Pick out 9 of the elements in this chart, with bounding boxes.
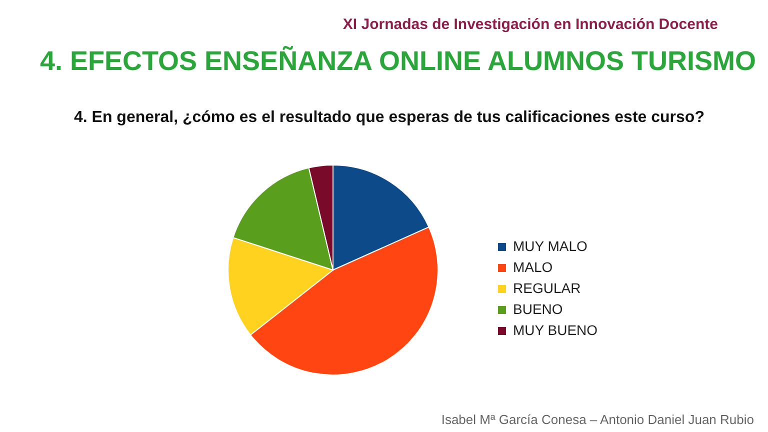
legend-label: BUENO bbox=[513, 301, 563, 317]
legend-label: MUY MALO bbox=[513, 238, 588, 254]
chart-subtitle: 4. En general, ¿cómo es el resultado que esperas de tus calificaciones este curso? bbox=[74, 109, 704, 126]
legend-label: REGULAR bbox=[513, 280, 581, 296]
chart-title: 4. EFECTOS ENSEÑANZA ONLINE ALUMNOS TURISMO bbox=[40, 45, 756, 76]
legend-label: MALO bbox=[513, 259, 553, 275]
text: XI Jornadas de Investigación en Innovación Docente bbox=[342, 16, 718, 33]
text: Isabel Mª García Conesa – Antonio Daniel Juan Rubio bbox=[441, 412, 754, 427]
legend-label: MUY BUENO bbox=[513, 322, 598, 338]
